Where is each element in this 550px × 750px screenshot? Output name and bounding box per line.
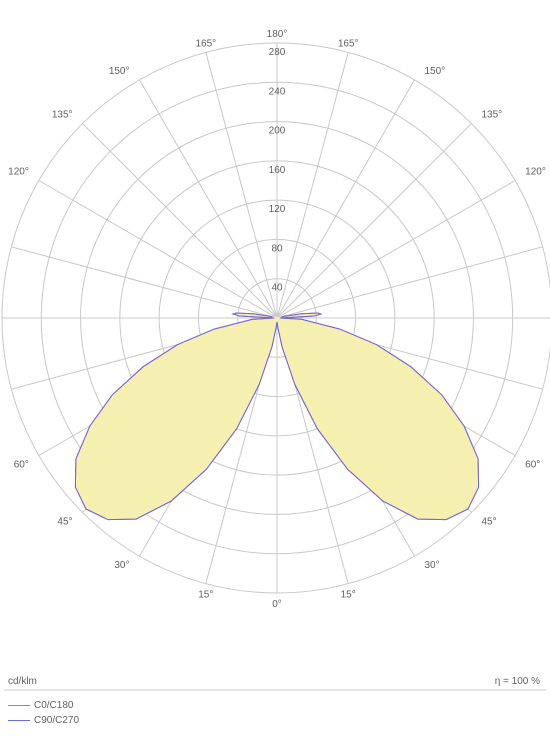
grid-ray	[206, 52, 277, 318]
angle-label: 180°	[267, 29, 288, 40]
angle-label: 15°	[198, 590, 213, 601]
radial-tick-label: 200	[269, 126, 286, 137]
angle-label: 150°	[109, 66, 130, 77]
angle-label: 60°	[14, 460, 29, 471]
angle-label: 60°	[525, 460, 540, 471]
legend-item: C90/C270	[8, 715, 79, 726]
angle-label: 15°	[341, 590, 356, 601]
radial-tick-label: 120	[269, 204, 286, 215]
grid-ray	[277, 247, 543, 318]
angle-label: 120°	[525, 167, 546, 178]
polar-chart: 40 80 120 160 200 240 280 0° 15° 15° 30° 30° 45° 45° 6…	[0, 0, 550, 750]
legend-swatch	[8, 705, 30, 706]
angle-label: 45°	[57, 516, 72, 527]
grid-ray	[39, 181, 277, 319]
grid-ray	[277, 124, 471, 318]
legend-label: C90/C270	[34, 715, 79, 726]
radial-tick-label: 160	[269, 165, 286, 176]
legend-label: C0/C180	[34, 700, 73, 711]
radial-tick-label: 80	[271, 243, 283, 254]
radial-tick-label: 40	[271, 283, 283, 294]
legend-item: C0/C180	[8, 700, 79, 711]
angle-label: 0°	[272, 599, 282, 610]
angle-label: 165°	[195, 38, 216, 49]
angle-label: 165°	[338, 38, 359, 49]
grid-ray	[277, 181, 515, 319]
angle-label: 135°	[52, 110, 73, 121]
angle-label: 150°	[425, 66, 446, 77]
radial-tick-label: 240	[269, 86, 286, 97]
grid-ray	[83, 124, 277, 318]
angle-label: 45°	[481, 516, 496, 527]
legend: C0/C180 C90/C270	[8, 700, 79, 726]
angle-label: 30°	[114, 560, 129, 571]
chart-svg: 40 80 120 160 200 240 280 0° 15° 15° 30° 30° 45° 45° 6…	[0, 0, 550, 750]
radial-tick-label: 280	[269, 47, 286, 58]
grid-ray	[277, 80, 415, 318]
angle-label: 120°	[8, 167, 29, 178]
units-label: cd/klm	[8, 676, 37, 687]
legend-swatch	[8, 720, 30, 721]
grid-ray	[11, 247, 277, 318]
efficiency-label: η = 100 %	[495, 676, 540, 687]
grid-ray	[140, 80, 278, 318]
angle-label: 30°	[425, 560, 440, 571]
angle-label: 135°	[481, 110, 502, 121]
grid-ray	[277, 52, 348, 318]
